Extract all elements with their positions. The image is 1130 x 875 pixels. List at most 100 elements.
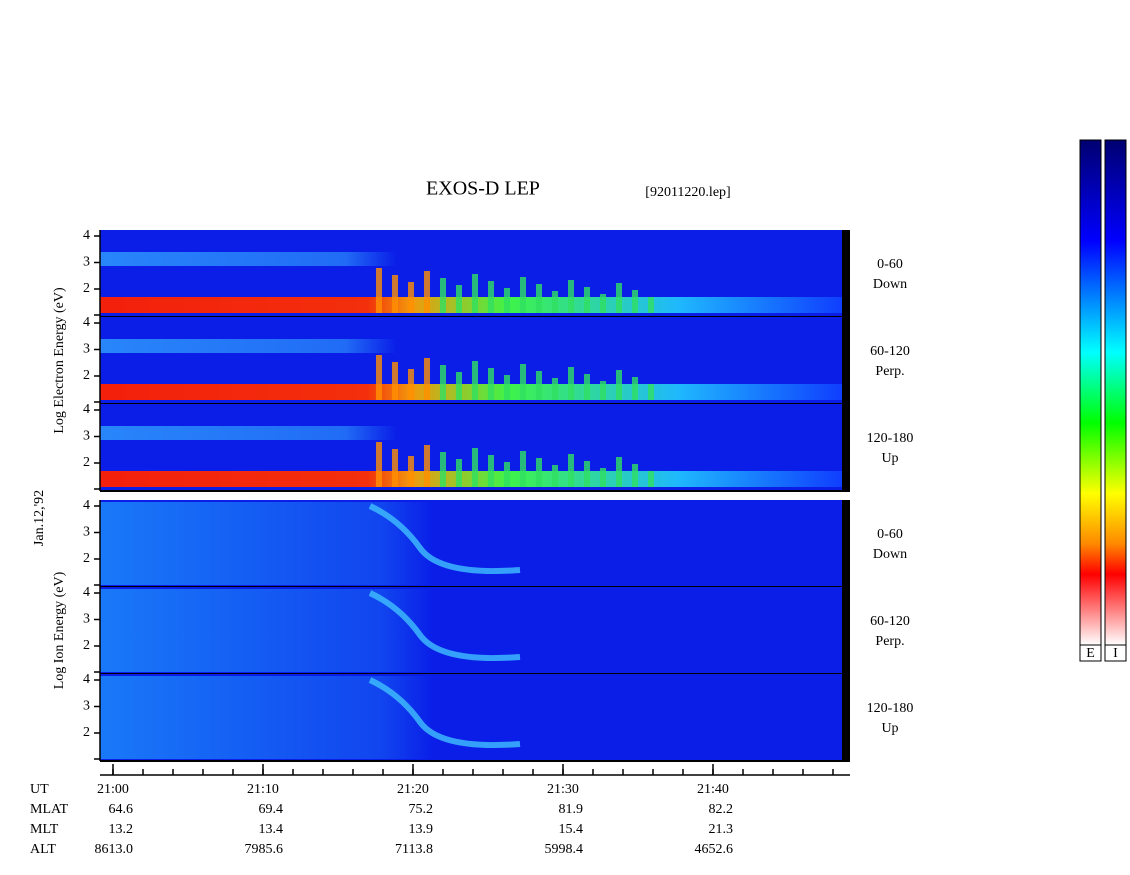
spectrogram-band [100,297,842,313]
panel-label: 120-180 [867,431,914,446]
spectrogram-burst [424,445,430,487]
spectrogram-burst [424,358,430,400]
spectrogram-burst [376,355,382,400]
row-label: MLT [30,822,59,837]
spectrogram-burst [472,274,478,313]
spectrogram-burst [552,465,558,487]
spectrogram-burst [408,282,414,313]
y-tick-label: 3 [83,255,90,270]
panel-label: 60-120 [870,344,910,359]
spectrogram-burst [440,452,446,487]
row-value: 82.2 [709,802,734,817]
no-data-strip [842,674,850,761]
spectrogram-band [100,384,842,400]
spectrogram-burst [648,471,654,487]
file-name: [92011220.lep] [645,185,730,200]
spectrogram-dispersion [368,590,521,662]
panel-label: Down [873,277,907,292]
y-tick-label: 3 [83,429,90,444]
row-label: MLAT [30,802,69,817]
spectrogram-burst [472,361,478,400]
row-label: UT [30,782,49,797]
spectrogram-band [100,471,842,487]
spectrogram-burst [584,287,590,313]
row-value: 81.9 [559,802,584,817]
spectrogram-burst [472,448,478,487]
spectrogram-burst [376,442,382,487]
spectrogram-burst [440,365,446,400]
colorbar-label: E [1086,646,1095,661]
spectrogram-burst [408,456,414,487]
spectrogram-burst [488,368,494,400]
row-value: 4652.6 [695,842,734,857]
spectrogram-halo [100,426,842,440]
no-data-strip [842,404,850,491]
spectrogram-burst [488,455,494,487]
no-data-strip [842,230,850,317]
y-tick-label: 4 [83,498,90,513]
spectrogram-burst [408,369,414,400]
spectrogram-burst [520,451,526,487]
spectrogram-burst [488,281,494,313]
row-value: 75.2 [409,802,434,817]
spectrogram-burst [600,294,606,313]
spectrogram-halo [100,339,842,353]
y-tick-label: 2 [83,725,90,740]
title: EXOS-D LEP [426,178,540,200]
date: Jan.12,'92 [32,490,47,546]
y-tick-label: 2 [83,638,90,653]
spectrogram-burst [552,291,558,313]
y-tick-label: 3 [83,525,90,540]
row-label: ALT [30,842,56,857]
time-label: 21:40 [697,782,729,797]
spectrogram-burst [632,464,638,487]
spectrogram-burst [456,459,462,487]
no-data-strip [842,500,850,587]
spectrogram-burst [456,285,462,313]
row-value: 7113.8 [395,842,433,857]
panel-label: Up [881,721,898,736]
spectrogram-burst [456,372,462,400]
time-label: 21:20 [397,782,429,797]
spectrogram-burst [376,268,382,313]
y-tick-label: 4 [83,228,90,243]
y-tick-label: 2 [83,281,90,296]
spectrogram-burst [424,271,430,313]
colorbar-label-box [1079,644,1102,662]
spectrogram-burst [584,374,590,400]
row-value: 21.3 [709,822,734,837]
y-tick-label: 2 [83,368,90,383]
no-data-strip [842,587,850,674]
spectrogram-halo [100,252,842,266]
y-tick-label: 4 [83,402,90,417]
row-value: 5998.4 [545,842,584,857]
spectrogram-burst [568,280,574,313]
spectrogram-burst [600,381,606,400]
spectrogram-burst [392,449,398,487]
spectrogram-burst [568,454,574,487]
colorbar-label: I [1113,646,1118,661]
time-label: 21:30 [547,782,579,797]
y-tick-label: 2 [83,551,90,566]
spectrogram-dispersion [368,503,521,575]
y-tick-label: 2 [83,455,90,470]
spectrogram-burst [648,384,654,400]
panel-label: Up [881,451,898,466]
y-tick-label: 3 [83,612,90,627]
spectrogram-burst [536,458,542,487]
spectrogram-burst [616,283,622,313]
spectrogram-burst [584,461,590,487]
row-value: 13.2 [109,822,134,837]
y-tick-label: 4 [83,315,90,330]
spectrogram-burst [616,457,622,487]
row-value: 69.4 [259,802,284,817]
colorbar [1079,139,1102,646]
spectrogram-burst [392,362,398,400]
spectrogram-dispersion [368,677,521,749]
panel-label: Perp. [875,634,904,649]
spectrogram-burst [632,377,638,400]
panel-label: 0-60 [877,257,903,272]
colorbar-label-box [1104,644,1127,662]
spectrogram-burst [616,370,622,400]
